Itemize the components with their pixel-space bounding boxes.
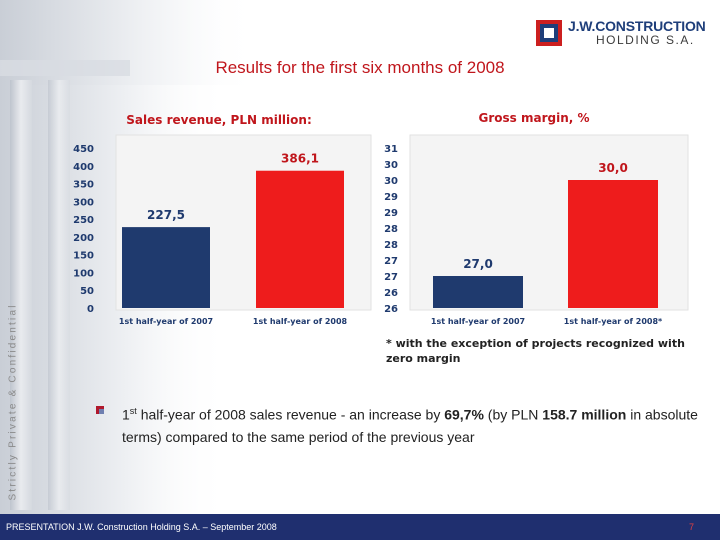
bullet-square-icon	[96, 406, 104, 414]
bullet-text: 1st half-year of 2008 sales revenue - an…	[96, 400, 706, 448]
logo-line-1: J.W.CONSTRUCTION	[568, 18, 706, 34]
confidentiality-side-text: Strictly Private & Confidential	[7, 303, 19, 501]
footer-text: PRESENTATION J.W. Construction Holding S…	[6, 522, 277, 532]
bullet-part-3: in absolute terms) compared to the same …	[122, 406, 698, 445]
bullet-part-1: half-year of 2008 sales revenue - an inc…	[136, 406, 445, 423]
company-logo: J.W.CONSTRUCTION HOLDING S.A.	[536, 18, 706, 48]
page-number: 7	[688, 522, 694, 532]
bullet-ordinal: 1	[122, 406, 130, 423]
sales-bullet: 1st half-year of 2008 sales revenue - an…	[96, 400, 706, 448]
bullet-part-2: (by PLN	[483, 406, 543, 423]
margin-footnote: * with the exception of projects recogni…	[386, 337, 685, 365]
bullet-amount: 158.7 million	[542, 406, 627, 423]
logo-line-2: HOLDING S.A.	[596, 33, 695, 47]
slide-title: Results for the first six months of 2008	[215, 58, 505, 77]
bullet-ordinal-suffix: st	[129, 406, 137, 416]
logo-mark-icon	[536, 20, 562, 46]
footer-bar: PRESENTATION J.W. Construction Holding S…	[0, 514, 720, 540]
bullet-percent: 69,7%	[444, 406, 484, 423]
